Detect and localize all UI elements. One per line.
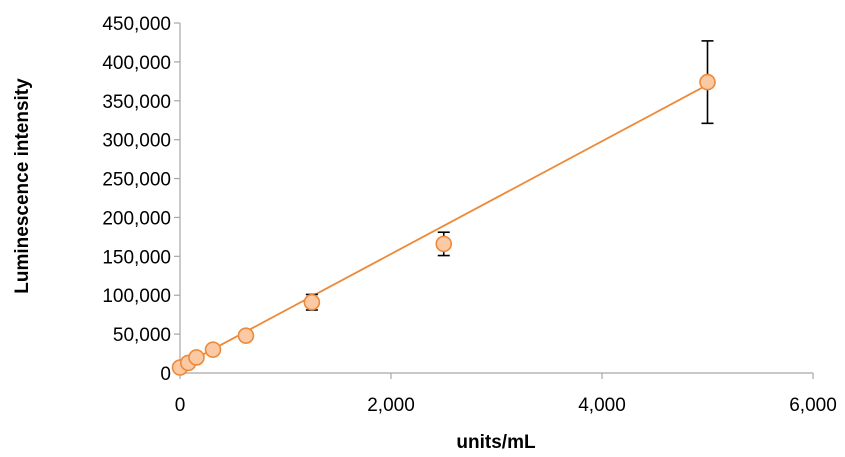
data-point xyxy=(699,73,716,91)
x-tick-label: 6,000 xyxy=(789,395,837,416)
y-tick-label: 100,000 xyxy=(102,286,171,307)
y-tick-label: 0 xyxy=(160,364,171,385)
y-tick-label: 250,000 xyxy=(102,170,171,191)
error-bars xyxy=(305,40,714,311)
y-tick-label: 150,000 xyxy=(102,247,171,268)
y-tick-label: 50,000 xyxy=(113,325,171,346)
y-axis-title: Luminescence intensity xyxy=(12,78,33,294)
y-tick-label: 450,000 xyxy=(102,14,171,35)
data-point xyxy=(237,327,255,344)
y-tick-label: 200,000 xyxy=(102,208,171,229)
trendline xyxy=(179,84,708,368)
data-point xyxy=(188,349,205,366)
data-points xyxy=(171,73,716,376)
y-tick-label: 400,000 xyxy=(102,53,171,74)
x-axis-title: units/mL xyxy=(456,432,536,453)
data-point xyxy=(204,341,222,358)
y-tick-label: 350,000 xyxy=(102,92,171,113)
trendline-layer xyxy=(179,84,708,368)
x-axis: 0 2,000 4,000 6,000 xyxy=(175,372,837,416)
y-axis: 0 50,000 100,000 150,000 200,000 250,000 300,0… xyxy=(102,14,181,385)
x-tick-label: 2,000 xyxy=(367,395,415,416)
data-point xyxy=(303,293,321,311)
y-tick-label: 300,000 xyxy=(102,131,171,152)
data-point xyxy=(435,235,453,253)
x-tick-label: 4,000 xyxy=(578,395,626,416)
x-tick-label: 0 xyxy=(175,395,186,416)
